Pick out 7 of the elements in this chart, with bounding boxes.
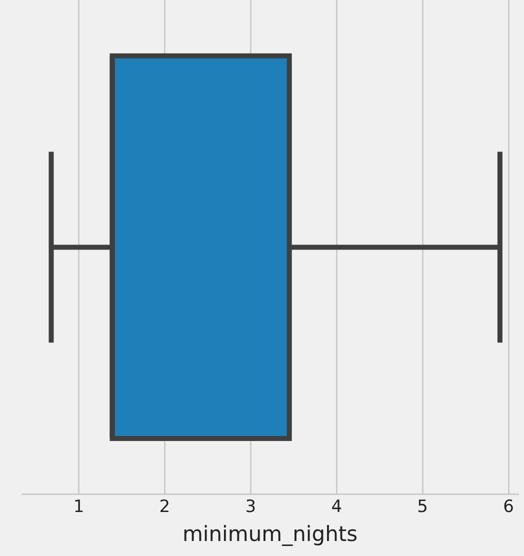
x-tick-label: 3: [245, 497, 256, 518]
x-tick-label: 5: [417, 497, 428, 518]
x-tick-label: 4: [331, 497, 342, 518]
x-tick-label: 6: [503, 497, 514, 518]
x-tick-label: 1: [73, 497, 84, 518]
x-axis-title: minimum_nights: [182, 522, 358, 546]
x-tick-label: 2: [159, 497, 170, 518]
